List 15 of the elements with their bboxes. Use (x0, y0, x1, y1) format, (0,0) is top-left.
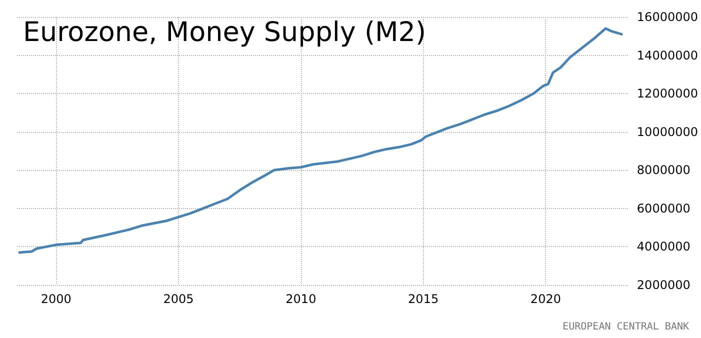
y-tick-label: 14000000 (636, 48, 698, 62)
chart-title: Eurozone, Money Supply (M2) (23, 17, 426, 48)
y-tick-label: 2000000 (636, 278, 690, 292)
y-tick-label: 16000000 (636, 10, 698, 24)
y-tick-label: 6000000 (636, 201, 690, 216)
x-tick-label: 2005 (163, 292, 194, 306)
y-tick-label: 12000000 (636, 86, 698, 101)
y-tick-label: 10000000 (636, 124, 698, 139)
y-tick-label: 4000000 (636, 240, 690, 254)
x-tick-label: 2010 (286, 292, 316, 306)
x-tick-label: 2000 (40, 292, 72, 306)
y-tick-label: 8000000 (636, 163, 690, 178)
text: EUROPEAN CENTRAL BANK (562, 322, 690, 332)
x-tick-label: 2020 (530, 292, 561, 306)
x-tick-label: 2015 (408, 292, 439, 306)
